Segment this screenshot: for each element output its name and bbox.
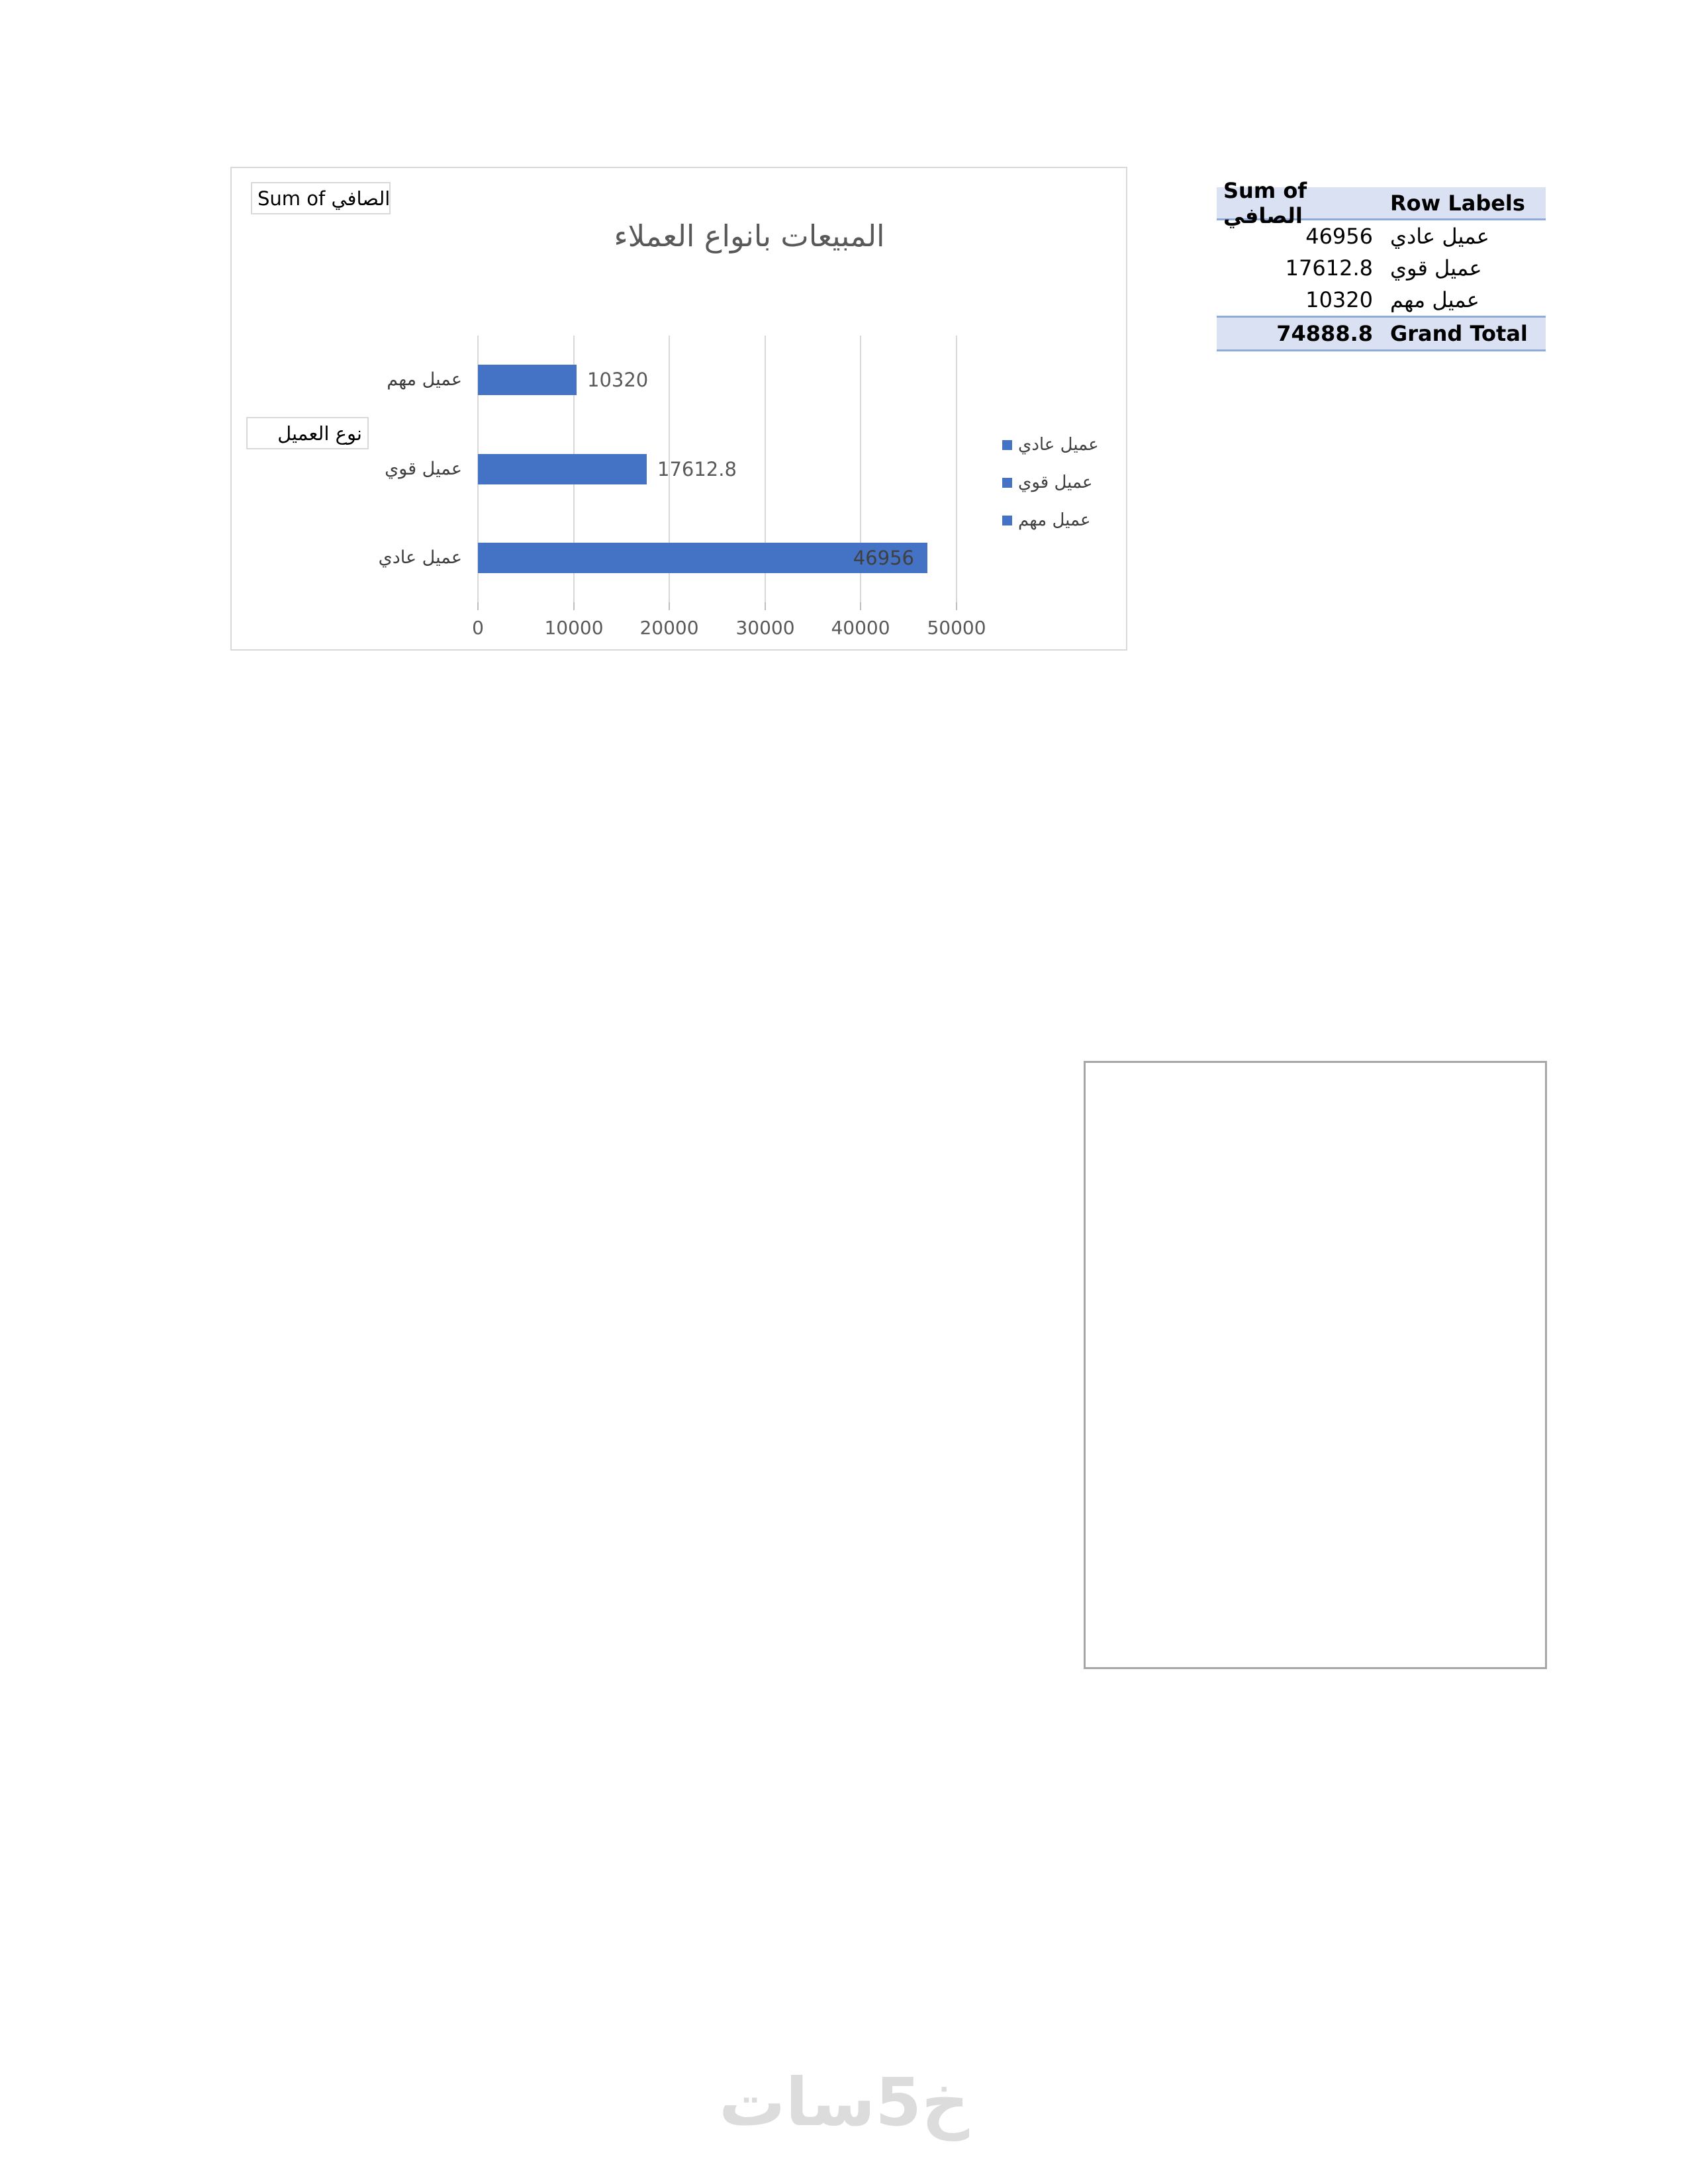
bar-value-label: 10320 (587, 369, 649, 391)
pivot-header-row-labels[interactable]: Row Labels (1390, 190, 1525, 216)
axis-tick (573, 602, 575, 610)
x-tick-label: 0 (472, 617, 484, 639)
chart-title: المبيعات بانواع العملاء (614, 218, 885, 253)
x-tick-label: 50000 (927, 617, 986, 639)
category-tick-label: عميل مهم (387, 369, 462, 390)
legend-label: عميل قوي (1018, 473, 1093, 492)
gridline (765, 336, 766, 602)
data-bar[interactable] (478, 365, 577, 395)
pivot-row: 46956 عميل عادي (1217, 220, 1546, 252)
khamsat-watermark: خ5سات (718, 2064, 970, 2141)
gridline (860, 336, 861, 602)
pivot-label-cell[interactable]: عميل مهم (1390, 287, 1479, 312)
gridline (956, 336, 957, 602)
x-tick-label: 20000 (639, 617, 699, 639)
legend-item[interactable]: عميل قوي (1002, 469, 1099, 496)
value-field-button[interactable]: Sum of الصافي (251, 182, 391, 214)
grand-total-label-cell[interactable]: Grand Total (1390, 321, 1528, 346)
pivot-value-cell[interactable]: 10320 (1305, 287, 1373, 312)
legend-item[interactable]: عميل عادي (1002, 432, 1099, 458)
pivot-row: 17612.8 عميل قوي (1217, 252, 1546, 284)
axis-tick (956, 602, 957, 610)
pivot-table: Sum of الصافي Row Labels 46956 عميل عادي… (1217, 177, 1546, 351)
data-bar[interactable] (478, 454, 647, 484)
grand-total-value-cell[interactable]: 74888.8 (1276, 321, 1373, 346)
legend-label: عميل عادي (1018, 435, 1099, 455)
bar-value-label: 17612.8 (657, 458, 737, 480)
legend-swatch-icon (1002, 477, 1012, 488)
pivot-value-cell[interactable]: 46956 (1305, 224, 1373, 249)
pivot-row: 10320 عميل مهم (1217, 284, 1546, 316)
axis-tick (669, 602, 670, 610)
x-tick-label: 10000 (544, 617, 604, 639)
axis-field-button[interactable]: نوع العميل (246, 417, 369, 449)
pivot-label-cell[interactable]: عميل عادي (1390, 224, 1489, 249)
legend-swatch-icon (1002, 515, 1012, 525)
legend-swatch-icon (1002, 439, 1012, 450)
pivot-chart[interactable]: Sum of الصافي نوع العميل المبيعات بانواع… (230, 167, 1127, 651)
legend-label: عميل مهم (1018, 510, 1091, 530)
chart-legend: عميل عادي عميل قوي عميل مهم (1002, 432, 1099, 533)
x-tick-label: 40000 (831, 617, 890, 639)
legend-item[interactable]: عميل مهم (1002, 507, 1099, 533)
pivot-grand-total-row: 74888.8 Grand Total (1217, 316, 1546, 351)
axis-tick (477, 602, 479, 610)
category-tick-label: عميل عادي (378, 547, 462, 568)
pivot-label-cell[interactable]: عميل قوي (1390, 255, 1482, 281)
category-tick-label: عميل قوي (385, 459, 462, 479)
bar-value-label: 46956 (853, 547, 914, 569)
plot-area: 0 10000 20000 30000 40000 50000 عميل مهم 10320 ع… (379, 336, 986, 639)
x-tick-label: 30000 (735, 617, 795, 639)
pivot-header-values[interactable]: Sum of الصافي (1223, 177, 1307, 228)
axis-tick (860, 602, 861, 610)
pivot-value-cell[interactable]: 17612.8 (1285, 255, 1373, 281)
pivot-header-row: Sum of الصافي Row Labels (1217, 177, 1546, 228)
empty-text-box[interactable] (1084, 1061, 1547, 1669)
data-bar[interactable] (478, 543, 927, 573)
axis-tick (765, 602, 766, 610)
gridline (669, 336, 670, 602)
